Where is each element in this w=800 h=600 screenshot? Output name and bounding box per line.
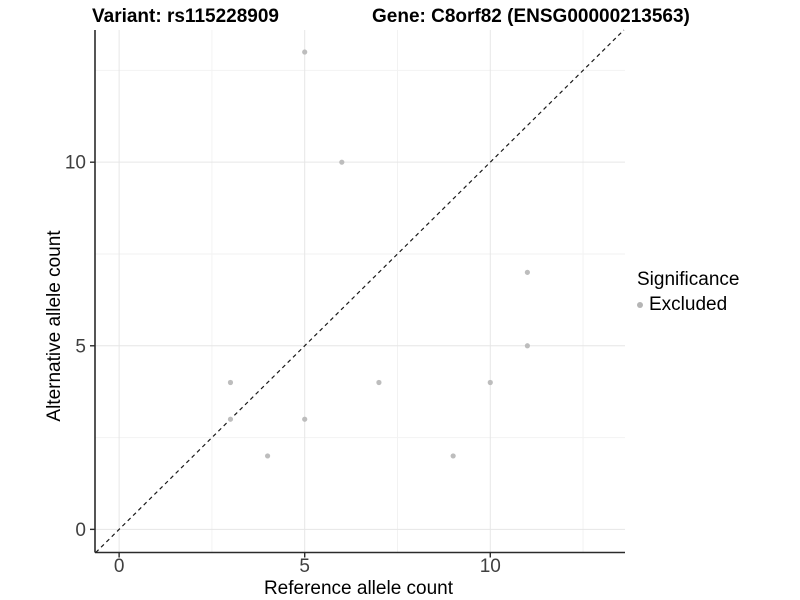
legend-item-excluded: Excluded — [637, 294, 739, 316]
data-point — [450, 453, 456, 459]
y-tick-label: 5 — [75, 336, 86, 357]
data-point — [376, 379, 382, 386]
y-axis-title: Alternative allele count — [44, 230, 65, 422]
legend-item-label: Excluded — [649, 294, 728, 315]
x-axis-title: Reference allele count — [263, 578, 454, 599]
y-tick-label: 0 — [75, 520, 86, 541]
legend-title: Significance — [637, 269, 740, 290]
data-point — [227, 416, 234, 422]
data-point — [524, 343, 530, 349]
variant-title: Variant: rs115228909 — [92, 6, 279, 27]
legend-key-dot-icon — [637, 302, 643, 308]
data-point — [302, 416, 308, 422]
data-point — [302, 49, 308, 55]
y-tick-label: 10 — [65, 153, 86, 174]
data-point — [487, 379, 493, 386]
data-point — [339, 159, 345, 165]
identity-line — [95, 29, 625, 553]
x-tick-label: 5 — [299, 556, 310, 577]
legend: Significance Excluded — [637, 269, 739, 316]
data-point — [264, 453, 271, 459]
gene-title: Gene: C8orf82 (ENSG00000213563) — [372, 6, 690, 27]
x-tick-label: 0 — [114, 556, 125, 577]
x-tick-label: 10 — [480, 556, 501, 577]
data-point — [524, 269, 530, 275]
data-point — [227, 379, 234, 386]
